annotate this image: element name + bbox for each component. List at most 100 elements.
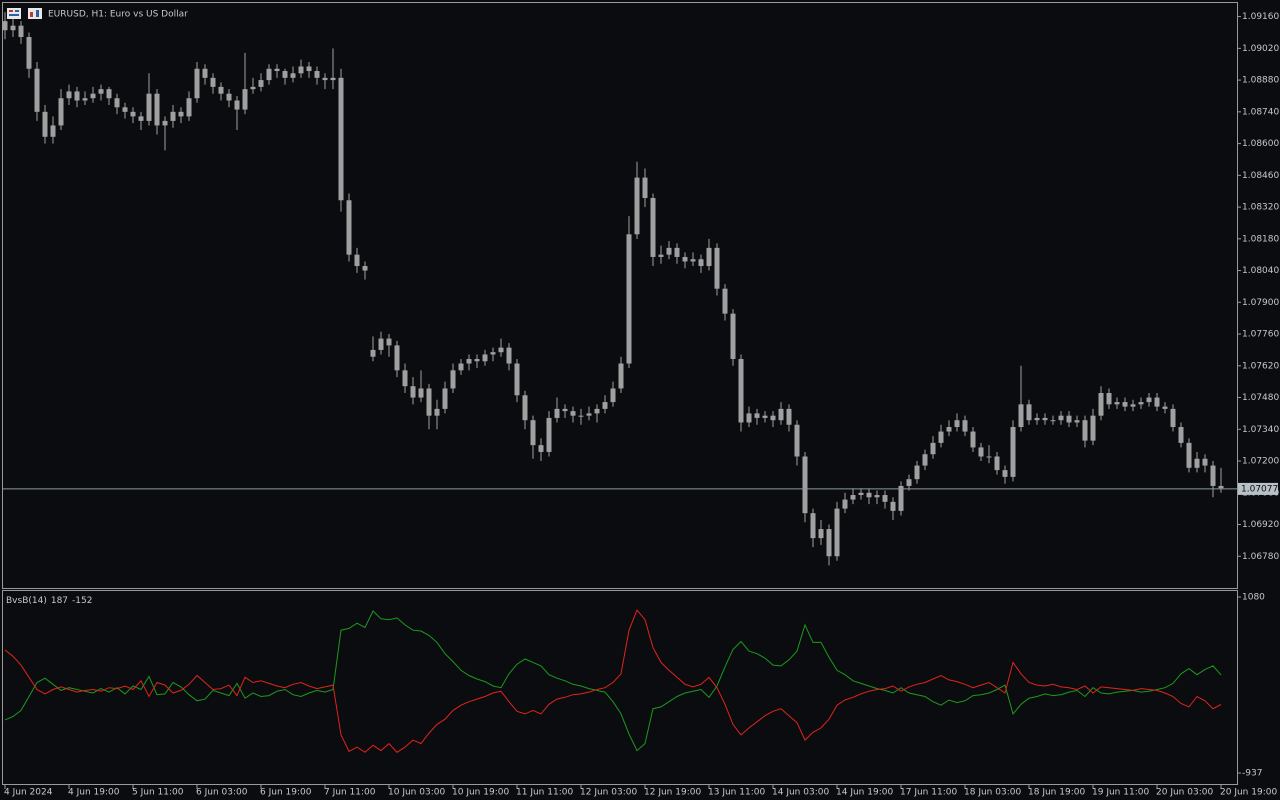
y-tick-label: 1.07900 xyxy=(1242,298,1279,308)
candle-body xyxy=(522,395,528,421)
candle-body xyxy=(514,363,520,396)
candle-body xyxy=(162,120,168,126)
candle-body xyxy=(858,492,864,496)
candle-body xyxy=(322,77,328,81)
candle-body xyxy=(258,80,264,87)
candle-body xyxy=(1002,470,1008,477)
candle-body xyxy=(250,86,256,90)
candle-body xyxy=(946,427,952,432)
candle-body xyxy=(698,259,704,267)
candle-body xyxy=(1122,402,1128,407)
candle-body xyxy=(202,68,208,78)
candle-body xyxy=(106,89,112,99)
y-tick-label: 1.08740 xyxy=(1242,107,1279,117)
candle-body xyxy=(1178,427,1184,443)
candle-body xyxy=(170,111,176,121)
candle-body xyxy=(610,388,616,403)
candle-body xyxy=(154,93,160,126)
candle-body xyxy=(498,347,504,353)
candle-body xyxy=(922,454,928,466)
candle-body xyxy=(1170,408,1176,428)
candle-body xyxy=(146,93,152,121)
candle-body xyxy=(298,66,304,74)
candle-body xyxy=(1034,417,1040,421)
candle-body xyxy=(34,68,40,112)
x-tick-label: 20 Jun 03:00 xyxy=(1156,788,1213,798)
candle-body xyxy=(738,358,744,423)
chart-icon[interactable] xyxy=(28,8,42,19)
x-tick-label: 18 Jun 19:00 xyxy=(1028,788,1085,798)
candle-body xyxy=(898,485,904,511)
candle-body xyxy=(266,68,272,81)
candle-body xyxy=(1018,404,1024,428)
candle-body xyxy=(994,456,1000,471)
candle-body xyxy=(90,93,96,99)
candle-body xyxy=(362,266,368,271)
candle-body xyxy=(618,363,624,389)
candle-body xyxy=(962,420,968,432)
candle-body xyxy=(1090,415,1096,441)
y-tick-label: 1.08040 xyxy=(1242,266,1279,276)
candle-body xyxy=(1138,402,1144,405)
candle-body xyxy=(754,413,760,418)
candle-body xyxy=(1082,420,1088,441)
candle-body xyxy=(794,424,800,457)
icon-bar xyxy=(36,10,39,17)
candle-body xyxy=(642,177,648,198)
candle-body xyxy=(242,89,248,110)
candle-body xyxy=(978,447,984,457)
candle-body xyxy=(66,91,72,99)
y-tick-label: 1.07760 xyxy=(1242,330,1279,340)
candle-body xyxy=(810,513,816,539)
candle-body xyxy=(850,495,856,500)
candle-body xyxy=(714,247,720,289)
y-tick-label: 1.09160 xyxy=(1242,12,1279,22)
candle-body xyxy=(450,370,456,389)
candle-body xyxy=(282,71,288,78)
candle-body xyxy=(338,77,344,201)
y-tick-label: 1.08320 xyxy=(1242,203,1279,213)
candle-body xyxy=(562,408,568,412)
candle-body xyxy=(458,363,464,371)
candle-body xyxy=(602,402,608,409)
icon-bg xyxy=(7,8,21,19)
candle-body xyxy=(674,247,680,257)
icon-bar xyxy=(30,12,33,17)
candle-body xyxy=(722,288,728,314)
y-tick-label: 1.08600 xyxy=(1242,139,1279,149)
candle-body xyxy=(578,415,584,417)
candle-body xyxy=(818,529,824,539)
y-tick-label: -937 xyxy=(1242,769,1262,779)
x-tick-label: 17 Jun 11:00 xyxy=(900,788,957,798)
candle-body xyxy=(1194,458,1200,468)
candle-body xyxy=(626,234,632,364)
x-tick-label: 12 Jun 19:00 xyxy=(644,788,701,798)
candle-body xyxy=(354,254,360,267)
candle-body xyxy=(1066,415,1072,423)
candle-body xyxy=(650,198,656,257)
candle-body xyxy=(1106,393,1112,405)
candle-body xyxy=(210,77,216,87)
candle-body xyxy=(290,73,296,78)
x-tick-label: 5 Jun 11:00 xyxy=(132,788,184,798)
candle-body xyxy=(482,354,488,362)
candle-body xyxy=(938,431,944,443)
candle-body xyxy=(218,86,224,94)
candle-body xyxy=(274,68,280,72)
candle-body xyxy=(178,111,184,117)
candle-body xyxy=(82,98,88,101)
y-tick-label: 1.09020 xyxy=(1242,44,1279,54)
y-tick-label: 1.08460 xyxy=(1242,171,1279,181)
x-tick-label: 13 Jun 11:00 xyxy=(708,788,765,798)
x-tick-label: 11 Jun 11:00 xyxy=(516,788,573,798)
x-tick-label: 4 Jun 19:00 xyxy=(68,788,120,798)
candle-body xyxy=(378,338,384,350)
candle-body xyxy=(58,98,64,126)
candle-body xyxy=(1210,465,1216,486)
candle-body xyxy=(1026,404,1032,421)
candle-body xyxy=(330,77,336,81)
candle-body xyxy=(1146,397,1152,403)
candle-body xyxy=(1218,485,1224,489)
menu-icon[interactable] xyxy=(7,8,21,19)
candle-body xyxy=(1130,404,1136,407)
